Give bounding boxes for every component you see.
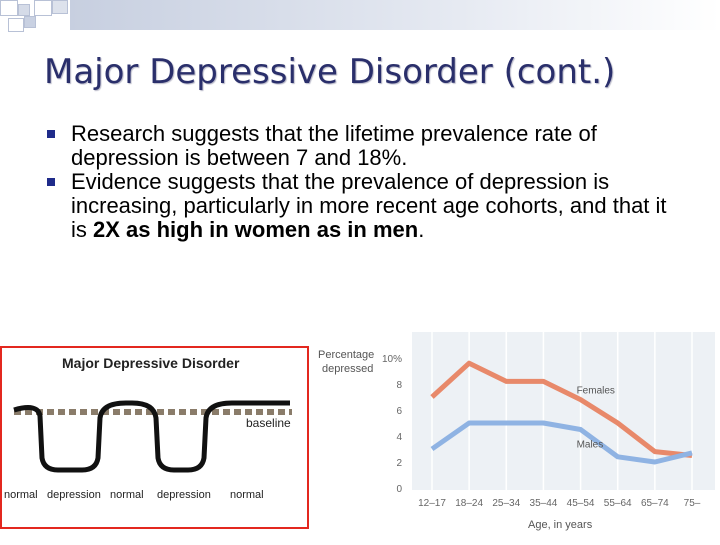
x-tick-label: 18–24 — [455, 498, 483, 509]
bullet-item: Research suggests that the lifetime prev… — [44, 122, 684, 170]
x-tick-label: 45–54 — [567, 498, 595, 509]
y-tick-label: 8 — [396, 380, 402, 391]
diagram-label-normal-2: normal — [110, 489, 144, 501]
header-gradient-bar — [70, 0, 720, 30]
decor-square — [8, 18, 24, 32]
x-tick-label: 12–17 — [418, 498, 446, 509]
x-axis-label: Age, in years — [528, 519, 593, 531]
x-tick-label: 75– — [684, 498, 701, 509]
mood-curve — [13, 400, 290, 473]
decor-square — [18, 4, 30, 16]
series-label-females: Females — [577, 386, 615, 397]
x-tick-label: 65–74 — [641, 498, 669, 509]
mdd-diagram: Major Depressive Disorder baseline norma… — [0, 346, 309, 529]
bullet-text-end: . — [418, 217, 425, 242]
decor-square — [34, 0, 52, 16]
y-tick-label: 2 — [396, 458, 402, 469]
x-tick-label: 55–64 — [604, 498, 632, 509]
y-axis-label-line2: depressed — [322, 363, 373, 375]
series-line-females — [430, 360, 693, 458]
y-axis-label: Percentage — [318, 349, 374, 361]
y-tick-label: 0 — [396, 484, 402, 495]
square-bullet-icon — [47, 130, 55, 138]
series-label-males: Males — [577, 440, 604, 451]
decor-square — [24, 16, 36, 28]
bullet-text: Evidence suggests that the prevalence of… — [71, 169, 667, 242]
diagram-label-normal-3: normal — [230, 489, 264, 501]
x-tick-label: 35–44 — [530, 498, 558, 509]
diagram-label-depression-1: depression — [47, 489, 101, 501]
prevalence-chart: Percentage depressed 0 2 4 6 8 10% 12–17 18–24 2… — [312, 330, 720, 540]
diagram-label-depression-2: depression — [157, 489, 211, 501]
y-tick-label: 6 — [396, 406, 402, 417]
bullet-text: Research suggests that the lifetime prev… — [71, 121, 597, 170]
slide-title: Major Depressive Disorder (cont.) — [44, 52, 616, 92]
plot-background — [412, 332, 715, 490]
header-decoration — [0, 0, 720, 32]
series-line-males — [430, 420, 693, 465]
diagram-title: Major Depressive Disorder — [62, 355, 240, 371]
decor-square — [52, 0, 68, 14]
square-bullet-icon — [47, 178, 55, 186]
baseline-label: baseline — [246, 416, 291, 430]
bullet-list: Research suggests that the lifetime prev… — [44, 122, 684, 242]
bullet-item: Evidence suggests that the prevalence of… — [44, 170, 684, 242]
decor-square — [0, 0, 18, 16]
bullet-bold-text: 2X as high in women as in men — [93, 217, 419, 242]
diagram-label-normal-1: normal — [4, 489, 38, 501]
y-tick-label: 4 — [396, 432, 402, 443]
x-tick-label: 25–34 — [492, 498, 520, 509]
y-tick-label: 10% — [382, 354, 402, 365]
